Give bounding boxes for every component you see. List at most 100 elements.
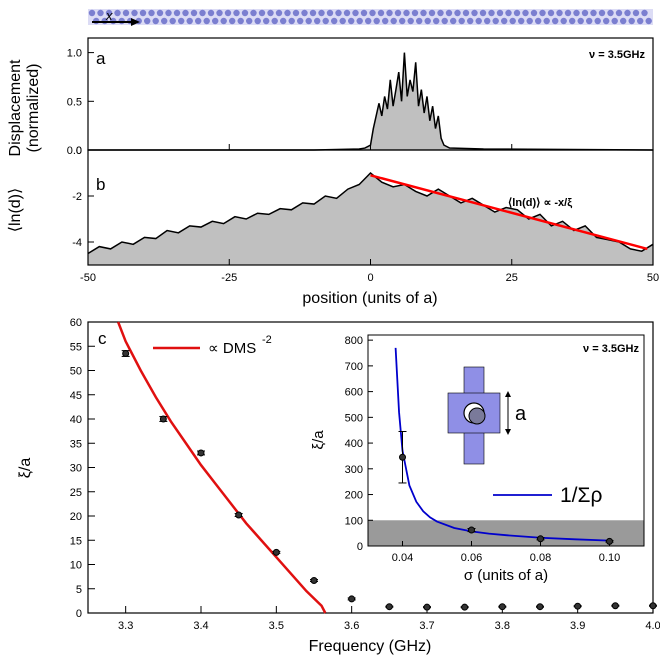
inset-frame-bg [367,334,645,547]
chain-bead [369,9,376,17]
chain-bead [450,17,457,25]
chain-bead [186,17,193,25]
x-arrow-head [131,18,140,26]
chain-bead [182,9,189,17]
chain-bead [169,17,176,25]
chain-bead [195,17,202,25]
c-data-point [574,602,582,610]
chain-bead [581,9,589,17]
chain-bead [433,17,440,25]
chain-bead [156,9,164,17]
inset-ylabel: ξ/a [310,430,327,450]
c-data-point [649,602,657,610]
b-area-fill [88,173,653,265]
c-ticks: 0 5 10 15 20 25 30 35 40 45 50 55 60 3.3 3.4 3.5 3.6 3.7 3… [70,317,660,632]
chain-bead [246,17,253,25]
b-data-area [87,171,654,265]
inset-ytick-label: 0 [357,541,363,553]
c-data-point [348,595,356,603]
chain-bead [590,9,597,17]
c-xtick-label: 3.3 [118,620,133,632]
chain-bead [352,9,359,17]
chain-bead [445,9,453,17]
chain-bead [424,17,431,25]
inset-ytick-label: 500 [345,412,363,424]
chain-bead [403,9,410,17]
inset-xtick-label: 0.06 [461,552,482,564]
chain-bead [356,17,363,25]
panel-b: -4 -2 0 -50 -25 0 25 50 b ⟨ln(d)⟩ ∝ -x/ξ ⟨ln(d)… [7,145,659,307]
chain-bead [275,9,283,17]
chain-bead [297,17,304,25]
c-ytick-label: 50 [70,366,82,378]
chain-bead [284,9,291,17]
chain-bead [263,17,270,25]
c-ytick-label: 60 [70,317,82,329]
chain-bead [314,17,321,25]
chain-bead [399,17,406,25]
chain-bead [479,9,487,17]
chain-bead [586,17,593,25]
c-ylabel: ξ/a [17,458,34,479]
chain-bead [407,17,414,25]
inset-annotation: ν = 3.5GHz [583,343,639,355]
inset-ytick-label: 800 [345,335,363,347]
c-xtick-label: 3.5 [269,620,284,632]
chain-bead [258,9,266,17]
c-data-point [197,449,205,457]
chain-bead [411,9,419,17]
chain-bead [615,9,623,17]
chain-bead [573,9,580,17]
chain-bead [645,17,652,25]
chain-bead [509,17,516,25]
c-panel-letter: c [98,329,107,348]
chain-bead [569,17,576,25]
c-ytick-label: 20 [70,511,82,523]
inset-data-point [468,526,475,534]
b-xtick-label: 50 [647,272,659,284]
chain-bead [114,9,121,17]
chain-bead [386,9,393,17]
chain-bead [560,17,567,25]
chain-bead [518,17,525,25]
chain-bead [637,17,644,25]
chain-bead [331,17,338,25]
a-ytick-label: 0.5 [67,96,82,108]
chain-bead [522,9,529,17]
c-xtick-label: 3.8 [495,620,510,632]
b-ylabel: ⟨ln(d)⟩ [7,188,24,233]
chain-bead [526,17,533,25]
c-ytick-label: 35 [70,438,82,450]
chain-bead [144,17,151,25]
inset-ytick-label: 300 [345,464,363,476]
chain-bead [496,9,504,17]
chain-bead [382,17,389,25]
b-ytick-label: -4 [72,237,82,249]
c-data-point [235,511,243,519]
chain-bead [305,17,312,25]
chain-schematic: x [88,8,653,26]
chain-bead [552,17,559,25]
a-annotation: ν = 3.5GHz [589,49,645,61]
chain-bead [547,9,555,17]
inset-xtick-label: 0.10 [599,552,620,564]
inset-legend-label: 1/Σρ [560,484,602,507]
chain-bead [267,9,274,17]
chain-bead [484,17,491,25]
inset-fit-curve [394,347,610,542]
scatterer-icon [468,407,486,425]
chain-bead [88,9,96,17]
inset-plot: 0 100 200 300 400 500 600 700 800 0.04 0.06 0.08 0.1… [310,334,645,584]
chain-bead [97,9,104,17]
chain-bead [280,17,287,25]
chain-bead [233,9,240,17]
chain-bead [322,17,329,25]
chain-bead [139,9,147,17]
inset-ytick-label: 200 [345,490,363,502]
chain-bead [348,17,355,25]
chain-bead [318,9,325,17]
c-xtick-label: 3.6 [344,620,359,632]
b-panel-letter: b [96,175,105,194]
c-data-point [122,350,130,358]
a-ylabel-line2: (normalized) [25,64,42,153]
